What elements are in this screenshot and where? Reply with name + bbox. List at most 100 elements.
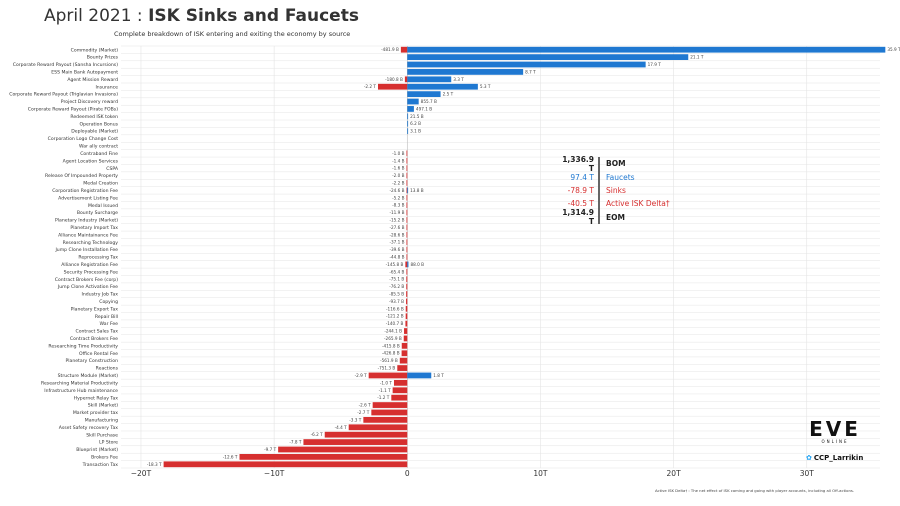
- sink-value-label: -6.2 T: [311, 432, 324, 437]
- sink-bar: [406, 180, 408, 186]
- twitter-name: CCP_Larrikin: [813, 454, 864, 462]
- sink-bar: [406, 157, 408, 164]
- faucet-value-label: 13.8 B: [410, 188, 424, 193]
- category-label: Corporation Logo Change Cost: [48, 136, 119, 142]
- sink-bar: [406, 291, 408, 297]
- sink-value-label: -481.9 B: [381, 47, 399, 52]
- category-label: War Fee: [100, 321, 119, 327]
- title-month: April 2021 :: [44, 6, 149, 26]
- faucet-value-label: 3.3 T: [453, 77, 464, 82]
- x-tick-label: −10T: [264, 469, 285, 478]
- faucet-value-label: 3.1 B: [410, 129, 421, 134]
- category-label: Brokers Fee: [91, 454, 118, 460]
- category-label: Corporate Reward Payout (Sansha Incursio…: [13, 62, 118, 68]
- x-tick-label: 0: [405, 469, 410, 478]
- sink-value-label: -415.8 B: [382, 343, 400, 348]
- sink-value-label: -93.7 B: [389, 299, 404, 304]
- sink-value-label: -44.8 B: [389, 255, 404, 260]
- sink-value-label: -37.1 B: [389, 240, 404, 245]
- category-label: Jump Clone Activation Fee: [57, 284, 118, 290]
- category-label: Agent Mission Reward: [67, 77, 118, 83]
- faucet-bar: [407, 128, 409, 135]
- title-main: ISK Sinks and Faucets: [148, 6, 359, 26]
- logo-word: EVE: [809, 417, 861, 441]
- category-label: Corporate Reward Payout (Triglavian Inva…: [9, 92, 118, 98]
- category-label: Researching Time Productivity: [48, 343, 118, 349]
- sink-value-label: -244.1 B: [384, 329, 402, 334]
- faucet-bar: [407, 83, 478, 90]
- sink-value-label: -9.7 T: [264, 447, 277, 452]
- sink-value-label: -27.6 B: [389, 225, 404, 230]
- sink-value-label: -11.9 B: [389, 210, 404, 215]
- category-label: Alliance Registration Fee: [61, 262, 118, 268]
- summary-panel: 1,336.9 T BOM 97.4 T Faucets -78.9 T Sinks -40…: [556, 155, 670, 227]
- category-label: Planetary Export Tax: [71, 306, 119, 312]
- category-label: Industry Job Tax: [82, 292, 119, 298]
- category-label: Release Of Impounded Property: [45, 173, 118, 179]
- summary-label: Sinks: [598, 183, 626, 198]
- sink-value-label: -12.6 T: [223, 454, 238, 459]
- category-label: CSPA: [106, 166, 119, 172]
- sink-value-label: -8.3 B: [392, 203, 405, 208]
- sink-value-label: -145.8 B: [386, 262, 404, 267]
- sink-value-label: -180.8 B: [385, 77, 403, 82]
- category-label: Project Discovery reward: [61, 99, 118, 105]
- category-label: Insurance: [95, 84, 118, 90]
- faucet-value-label: 21.5 B: [410, 114, 424, 119]
- sink-value-label: -5.2 B: [392, 195, 405, 200]
- category-label: Commodity (Market): [71, 47, 119, 53]
- category-label: LP Store: [99, 440, 118, 446]
- summary-row: 1,314.9 T EOM: [556, 208, 670, 226]
- sink-bar: [405, 313, 408, 320]
- category-label: Office Rental Fee: [79, 351, 118, 357]
- category-label: Asset Safety recovery Tax: [59, 425, 119, 431]
- category-label: Agent Location Services: [63, 158, 119, 164]
- category-label: Contraband Fine: [80, 151, 118, 157]
- faucet-bar: [407, 106, 414, 112]
- sink-value-label: -7.8 T: [289, 440, 302, 445]
- sink-value-label: -751.3 B: [378, 366, 396, 371]
- eve-online-logo: EVE ONLINE: [805, 419, 865, 444]
- sink-bar: [393, 379, 408, 386]
- sink-bar: [406, 254, 408, 260]
- category-label: Transaction Tax: [82, 462, 119, 468]
- sink-value-label: -75.1 B: [389, 277, 404, 282]
- faucet-value-label: 88.0 B: [410, 262, 424, 267]
- category-label: ESS Main Bank Autopayment: [51, 70, 118, 76]
- category-label: Medal Issued: [88, 203, 118, 209]
- category-label: Skill Purchase: [86, 432, 118, 438]
- category-label: Planetary Industry (Market): [55, 218, 118, 224]
- category-label: Copying: [99, 299, 118, 305]
- faucet-value-label: 17.9 T: [648, 62, 662, 67]
- category-label: Alliance Maintainance Fee: [58, 232, 118, 238]
- x-tick-label: 10T: [533, 469, 548, 478]
- faucet-bar: [407, 187, 409, 194]
- category-label: Reprocessing Tax: [78, 255, 118, 261]
- sink-bar: [406, 246, 408, 253]
- x-tick-label: −20T: [131, 469, 152, 478]
- sink-bar: [377, 83, 408, 90]
- faucet-bar: [407, 76, 452, 83]
- category-label: Bounty Surcharge: [77, 210, 118, 216]
- sink-value-label: -426.8 B: [382, 351, 400, 356]
- category-label: Redeemed ISK token: [70, 114, 118, 120]
- summary-value: -40.5 T: [567, 199, 594, 209]
- category-label: Infrastructure Hub maintenance: [44, 388, 118, 394]
- sink-bar: [368, 372, 408, 379]
- sink-bar: [406, 172, 408, 179]
- sink-bar: [406, 283, 408, 290]
- sink-bar: [403, 335, 408, 342]
- sink-value-label: -116.6 B: [386, 306, 404, 311]
- x-tick-label: 30T: [800, 469, 815, 478]
- faucet-bar: [407, 91, 441, 98]
- chart-title: April 2021 : ISK Sinks and Faucets: [44, 6, 359, 26]
- category-label: Contract Sales Tax: [76, 329, 119, 335]
- sink-bar: [406, 209, 408, 216]
- twitter-handle[interactable]: ✿ CCP_Larrikin: [806, 454, 863, 462]
- faucet-value-label: 35.9 T: [887, 47, 900, 52]
- sink-bar: [404, 328, 408, 334]
- category-label: Bounty Prizes: [87, 55, 119, 61]
- sink-bar: [363, 416, 408, 423]
- summary-value: 97.4 T: [570, 172, 594, 182]
- category-label: Market provider tax: [73, 410, 118, 416]
